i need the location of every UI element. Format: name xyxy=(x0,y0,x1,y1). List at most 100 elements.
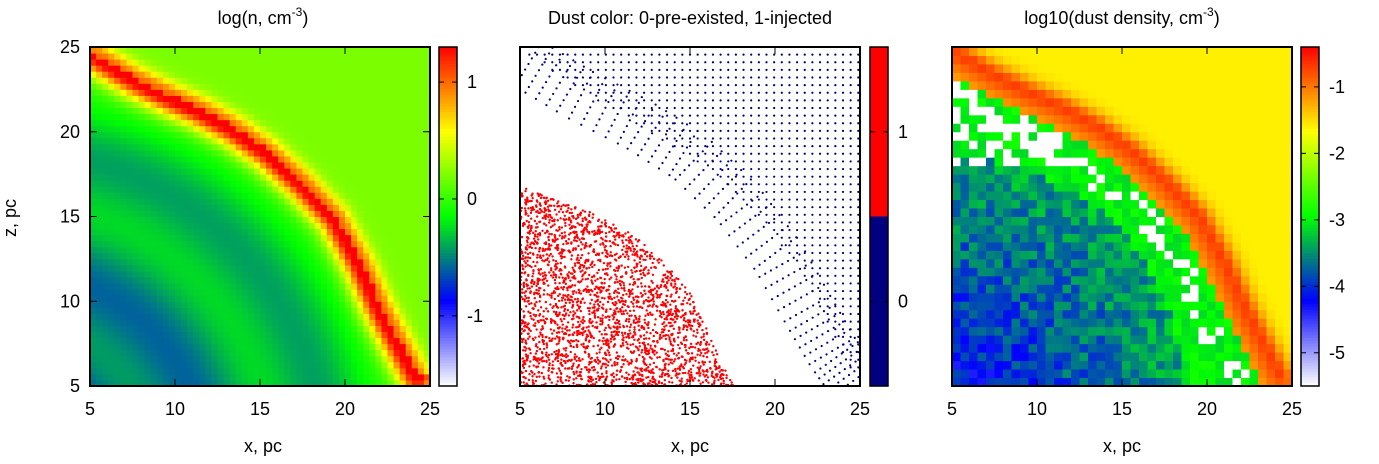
data-point xyxy=(615,307,618,311)
data-point xyxy=(545,307,548,310)
data-point xyxy=(583,261,587,264)
data-point xyxy=(781,229,784,232)
data-point xyxy=(818,206,822,209)
data-point xyxy=(811,167,814,171)
data-point xyxy=(648,363,652,366)
data-point xyxy=(613,309,616,312)
data-point xyxy=(762,225,765,228)
data-point xyxy=(719,91,722,94)
data-point xyxy=(625,325,629,328)
data-point xyxy=(622,344,625,347)
data-point xyxy=(657,380,661,383)
data-point xyxy=(663,378,667,382)
data-point xyxy=(642,337,646,341)
data-point xyxy=(681,314,684,317)
data-point xyxy=(542,222,546,225)
data-point xyxy=(525,219,528,223)
data-point xyxy=(533,303,536,306)
data-point xyxy=(697,154,700,158)
data-point xyxy=(804,264,807,267)
data-point xyxy=(818,167,822,171)
data-point xyxy=(857,251,860,255)
data-point xyxy=(521,297,524,301)
data-point xyxy=(586,223,589,226)
data-point xyxy=(654,318,657,321)
data-point xyxy=(765,152,768,155)
data-point xyxy=(575,239,578,243)
data-point xyxy=(561,235,564,238)
data-point xyxy=(599,319,602,323)
data-point xyxy=(654,292,658,295)
data-point xyxy=(597,91,600,94)
data-point xyxy=(727,68,730,71)
data-point xyxy=(662,313,666,316)
data-point xyxy=(758,275,761,279)
data-point xyxy=(719,106,722,110)
data-point xyxy=(834,53,837,56)
data-point xyxy=(582,345,585,348)
data-point xyxy=(675,139,678,143)
data-point xyxy=(683,286,687,289)
data-point xyxy=(780,99,783,102)
data-point xyxy=(577,305,581,308)
data-point xyxy=(834,312,837,316)
data-point xyxy=(727,137,730,140)
data-point xyxy=(693,318,696,321)
data-point xyxy=(561,381,564,385)
data-point xyxy=(523,345,526,349)
data-point xyxy=(688,303,692,306)
data-point xyxy=(650,53,653,56)
data-point xyxy=(740,187,743,190)
data-point xyxy=(527,310,530,313)
data-point xyxy=(651,108,654,112)
data-point xyxy=(658,76,661,79)
panel3-title: log10(dust density, cm-3) xyxy=(1024,5,1219,28)
data-point xyxy=(834,84,837,87)
data-point xyxy=(669,276,672,280)
data-point xyxy=(803,68,806,71)
data-point xyxy=(535,291,539,295)
data-point xyxy=(697,312,700,315)
data-point xyxy=(734,84,738,87)
data-point xyxy=(857,84,860,87)
data-point xyxy=(637,295,640,299)
data-point xyxy=(730,178,734,181)
data-point xyxy=(765,84,768,87)
data-point xyxy=(637,131,640,134)
data-point xyxy=(644,292,647,295)
data-point xyxy=(612,230,616,234)
data-point xyxy=(658,355,661,359)
data-point xyxy=(585,225,589,228)
data-point xyxy=(644,337,648,340)
data-point xyxy=(720,150,723,153)
data-point xyxy=(803,99,806,102)
data-point xyxy=(773,106,776,110)
data-point xyxy=(834,267,837,270)
data-point xyxy=(592,365,596,369)
data-point xyxy=(697,349,700,353)
data-point xyxy=(780,206,783,209)
data-point xyxy=(719,68,722,71)
data-point xyxy=(588,309,591,313)
data-point xyxy=(532,282,536,286)
data-point xyxy=(596,299,599,303)
data-point xyxy=(776,294,779,298)
data-point xyxy=(591,383,595,386)
data-point xyxy=(828,369,832,372)
data-point xyxy=(834,213,837,216)
data-point xyxy=(576,261,579,264)
data-point xyxy=(536,192,539,195)
data-point xyxy=(548,75,551,78)
data-point xyxy=(670,284,673,287)
data-point xyxy=(849,114,852,117)
data-point xyxy=(618,378,621,381)
data-point xyxy=(553,278,557,282)
data-point xyxy=(615,378,618,381)
data-point xyxy=(581,263,584,267)
data-point xyxy=(823,373,826,376)
data-point xyxy=(566,53,569,56)
data-point xyxy=(857,312,860,316)
data-point xyxy=(592,336,595,340)
data-point xyxy=(633,328,636,331)
data-point xyxy=(837,381,840,384)
